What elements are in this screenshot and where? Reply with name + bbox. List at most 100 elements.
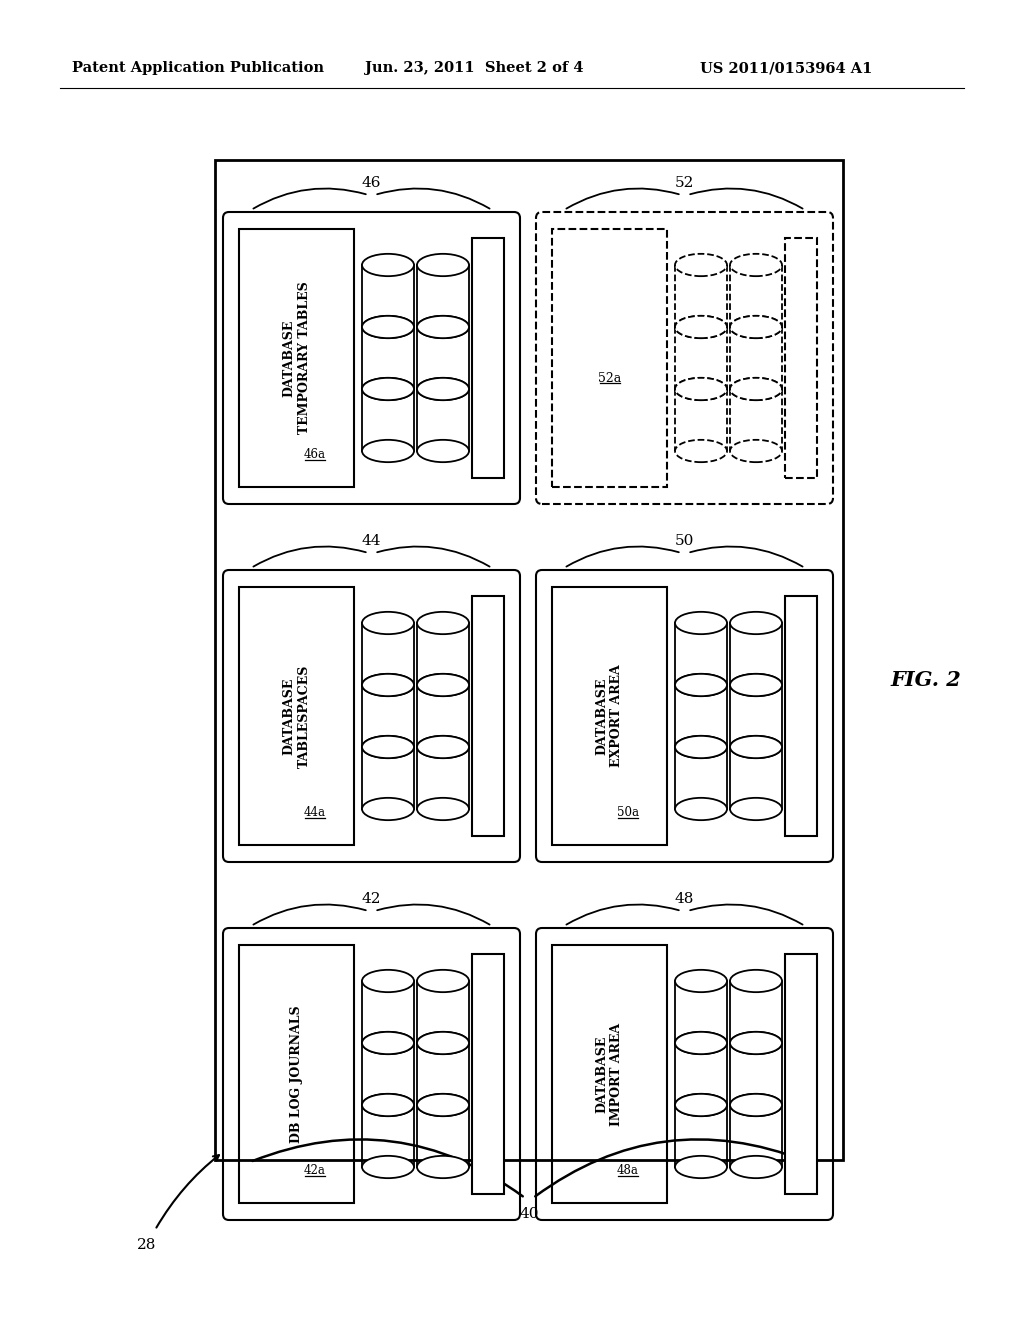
Text: LUNS: LUNS (482, 710, 494, 746)
Ellipse shape (417, 378, 469, 400)
Text: 44: 44 (361, 535, 381, 548)
Ellipse shape (417, 1094, 469, 1117)
Ellipse shape (730, 673, 782, 696)
Text: 50a: 50a (616, 807, 639, 820)
Ellipse shape (730, 378, 782, 400)
Text: DATABASE
TEMPORARY TABLES: DATABASE TEMPORARY TABLES (283, 281, 310, 434)
Ellipse shape (417, 315, 469, 338)
Text: 52: 52 (675, 176, 694, 190)
Ellipse shape (730, 440, 782, 462)
Ellipse shape (675, 1156, 727, 1179)
Ellipse shape (417, 1094, 469, 1117)
Ellipse shape (730, 1032, 782, 1055)
Ellipse shape (362, 315, 414, 338)
Ellipse shape (675, 735, 727, 758)
Ellipse shape (362, 797, 414, 820)
Text: 44b: 44b (479, 599, 501, 609)
Bar (215, 160, 843, 1160)
Ellipse shape (417, 1032, 469, 1055)
Ellipse shape (730, 378, 782, 400)
Ellipse shape (675, 612, 727, 634)
Bar (239, 587, 354, 845)
Text: 48: 48 (675, 892, 694, 906)
Text: 46b: 46b (479, 242, 501, 251)
Ellipse shape (675, 440, 727, 462)
Ellipse shape (675, 1094, 727, 1117)
Ellipse shape (730, 315, 782, 338)
Bar (472, 597, 504, 836)
Ellipse shape (730, 1094, 782, 1117)
Bar (472, 954, 504, 1195)
Text: Patent Application Publication: Patent Application Publication (72, 61, 324, 75)
Ellipse shape (362, 612, 414, 634)
Ellipse shape (675, 797, 727, 820)
Ellipse shape (730, 735, 782, 758)
Ellipse shape (675, 1032, 727, 1055)
Text: DATABASE
TABLESPACES: DATABASE TABLESPACES (283, 664, 310, 768)
Bar (472, 238, 504, 478)
Text: 42: 42 (361, 892, 381, 906)
Ellipse shape (730, 1094, 782, 1117)
Ellipse shape (675, 1032, 727, 1055)
Ellipse shape (417, 253, 469, 276)
Bar (552, 587, 667, 845)
Ellipse shape (675, 673, 727, 696)
Ellipse shape (675, 673, 727, 696)
Text: 40: 40 (519, 1206, 539, 1221)
Ellipse shape (362, 378, 414, 400)
Text: Jun. 23, 2011  Sheet 2 of 4: Jun. 23, 2011 Sheet 2 of 4 (365, 61, 584, 75)
Ellipse shape (362, 1156, 414, 1179)
Text: 44a: 44a (303, 807, 326, 820)
Ellipse shape (362, 673, 414, 696)
Text: 50: 50 (675, 535, 694, 548)
Ellipse shape (730, 315, 782, 338)
Text: DATABASE
IMPORT AREA: DATABASE IMPORT AREA (596, 1023, 624, 1126)
Bar (552, 228, 667, 487)
Text: 46: 46 (361, 176, 381, 190)
Text: 50b: 50b (793, 599, 814, 609)
Text: LUNS: LUNS (482, 1069, 494, 1104)
Bar (785, 238, 817, 478)
Ellipse shape (362, 315, 414, 338)
Ellipse shape (362, 253, 414, 276)
Ellipse shape (417, 378, 469, 400)
Ellipse shape (362, 1094, 414, 1117)
Ellipse shape (362, 1032, 414, 1055)
Ellipse shape (417, 1032, 469, 1055)
Text: 28: 28 (137, 1238, 157, 1251)
Bar (239, 228, 354, 487)
Ellipse shape (417, 673, 469, 696)
Ellipse shape (362, 735, 414, 758)
Ellipse shape (730, 970, 782, 993)
Ellipse shape (417, 797, 469, 820)
Ellipse shape (362, 440, 414, 462)
Ellipse shape (362, 378, 414, 400)
Bar (552, 945, 667, 1203)
Bar (785, 954, 817, 1195)
Ellipse shape (417, 440, 469, 462)
Bar (785, 597, 817, 836)
Ellipse shape (730, 1156, 782, 1179)
Ellipse shape (675, 970, 727, 993)
Ellipse shape (730, 253, 782, 276)
Text: LUNS: LUNS (482, 352, 494, 388)
Ellipse shape (417, 735, 469, 758)
Text: 46a: 46a (303, 449, 326, 462)
Ellipse shape (675, 1094, 727, 1117)
Ellipse shape (417, 970, 469, 993)
Text: US 2011/0153964 A1: US 2011/0153964 A1 (700, 61, 872, 75)
Bar (239, 945, 354, 1203)
Ellipse shape (362, 735, 414, 758)
Text: 48a: 48a (616, 1164, 638, 1177)
Ellipse shape (362, 1094, 414, 1117)
Text: LUNS: LUNS (796, 710, 807, 746)
Text: 52a: 52a (598, 371, 622, 384)
Ellipse shape (675, 378, 727, 400)
Ellipse shape (362, 970, 414, 993)
Ellipse shape (417, 315, 469, 338)
Text: FIG. 2: FIG. 2 (890, 671, 961, 690)
Ellipse shape (417, 735, 469, 758)
Ellipse shape (417, 673, 469, 696)
Text: 42a: 42a (303, 1164, 326, 1177)
Ellipse shape (730, 612, 782, 634)
